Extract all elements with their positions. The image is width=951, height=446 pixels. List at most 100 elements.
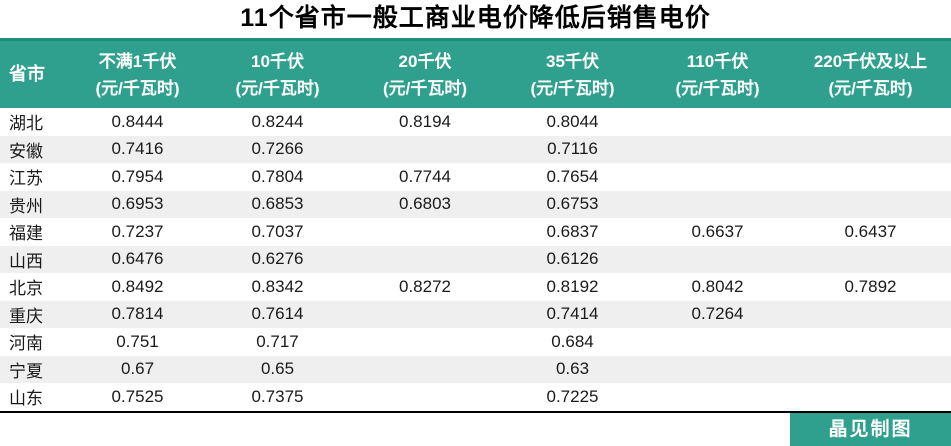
price-cell: 0.717	[256, 331, 299, 351]
column-unit: (元/千瓦时)	[675, 78, 760, 98]
price-cell: 0.67	[120, 359, 155, 379]
price-cell: 0.7414	[546, 304, 599, 324]
table-row: 宁夏 0.67 0.65 0.63	[0, 355, 951, 384]
price-cell	[790, 301, 951, 329]
province-cell: 贵州	[9, 196, 43, 216]
column-label: 不满1千伏	[98, 51, 177, 71]
price-cell: 0.8444	[111, 111, 164, 131]
province-cell: 北京	[9, 279, 43, 299]
price-cell: 0.7375	[251, 386, 304, 406]
price-cell: 0.8272	[399, 276, 451, 296]
price-cell	[645, 356, 790, 384]
province-cell: 河南	[9, 334, 43, 354]
price-cell: 0.6126	[546, 249, 599, 269]
column-unit: (元/千瓦时)	[95, 78, 180, 98]
column-header-10kv: 10千伏 (元/千瓦时)	[205, 38, 350, 108]
price-cell: 0.8192	[546, 276, 599, 296]
price-cell	[790, 383, 951, 412]
price-cell: 0.6803	[399, 194, 451, 214]
price-cell	[790, 356, 951, 384]
price-cell	[790, 163, 951, 191]
price-cell: 0.6753	[546, 194, 599, 214]
price-cell: 0.7225	[546, 386, 599, 406]
province-cell: 重庆	[9, 306, 43, 326]
price-cell	[350, 218, 500, 246]
table-row: 安徽 0.7416 0.7266 0.7116	[0, 135, 951, 164]
price-cell: 0.7525	[111, 386, 164, 406]
price-cell	[645, 383, 790, 412]
price-cell: 0.6276	[251, 249, 304, 269]
price-cell: 0.7614	[251, 304, 304, 324]
column-label: 20千伏	[398, 51, 452, 71]
column-label: 10千伏	[251, 51, 304, 71]
header-row: 省市 不满1千伏 (元/千瓦时) 10千伏 (元/千瓦时) 20千伏 (元/千瓦…	[0, 38, 951, 108]
table-row: 河南 0.751 0.717 0.684	[0, 328, 951, 356]
price-table: 省市 不满1千伏 (元/千瓦时) 10千伏 (元/千瓦时) 20千伏 (元/千瓦…	[0, 38, 951, 413]
price-cell: 0.6953	[111, 194, 164, 214]
price-cell: 0.8194	[399, 111, 451, 131]
price-cell: 0.7744	[399, 166, 451, 186]
column-label: 35千伏	[546, 51, 599, 71]
table-row: 福建 0.7237 0.7037 0.6837 0.6637 0.6437	[0, 218, 951, 246]
province-cell: 湖北	[9, 114, 43, 134]
price-cell: 0.7892	[844, 276, 897, 296]
price-cell	[790, 328, 951, 356]
price-cell	[790, 136, 951, 164]
column-label: 省市	[9, 64, 45, 84]
table-row: 湖北 0.8444 0.8244 0.8194 0.8044	[0, 108, 951, 136]
price-cell: 0.7116	[547, 139, 598, 159]
column-header-lt1kv: 不满1千伏 (元/千瓦时)	[70, 38, 205, 108]
price-cell: 0.6637	[691, 221, 744, 241]
province-cell: 福建	[9, 224, 43, 244]
price-cell: 0.7416	[111, 139, 164, 159]
price-cell	[645, 328, 790, 356]
table-header: 省市 不满1千伏 (元/千瓦时) 10千伏 (元/千瓦时) 20千伏 (元/千瓦…	[0, 38, 951, 108]
column-unit: (元/千瓦时)	[828, 78, 913, 98]
price-cell: 0.8044	[546, 111, 599, 131]
price-cell: 0.6437	[844, 221, 897, 241]
price-cell	[790, 191, 951, 219]
price-cell	[350, 136, 500, 164]
column-header-110kv: 110千伏 (元/千瓦时)	[645, 38, 790, 108]
column-unit: (元/千瓦时)	[235, 78, 320, 98]
price-cell	[645, 191, 790, 219]
price-cell: 0.8342	[251, 276, 304, 296]
price-cell: 0.7037	[251, 221, 304, 241]
price-cell: 0.7954	[111, 166, 164, 186]
page-title: 11个省市一般工商业电价降低后销售电价	[240, 4, 711, 32]
price-cell: 0.7804	[251, 166, 304, 186]
price-cell: 0.7264	[691, 304, 744, 324]
province-cell: 江苏	[9, 169, 43, 189]
column-unit: (元/千瓦时)	[382, 78, 468, 98]
price-cell	[350, 246, 500, 274]
table-row: 江苏 0.7954 0.7804 0.7744 0.7654	[0, 163, 951, 191]
column-header-20kv: 20千伏 (元/千瓦时)	[350, 38, 500, 108]
price-cell: 0.6476	[111, 249, 164, 269]
column-label: 110千伏	[686, 51, 749, 71]
price-cell	[645, 136, 790, 164]
table-row: 山西 0.6476 0.6276 0.6126	[0, 245, 951, 274]
price-cell: 0.7654	[546, 166, 599, 186]
footer: 晶见制图	[0, 412, 951, 446]
price-cell	[350, 356, 500, 384]
credit-badge: 晶见制图	[790, 412, 951, 446]
price-cell: 0.8492	[111, 276, 164, 296]
column-label: 220千伏及以上	[813, 51, 928, 71]
price-cell	[350, 383, 500, 412]
price-cell: 0.6853	[251, 194, 304, 214]
price-cell	[645, 108, 790, 136]
price-cell: 0.6837	[546, 221, 599, 241]
price-cell: 0.8244	[251, 111, 304, 131]
price-cell	[645, 163, 790, 191]
column-header-province: 省市	[0, 38, 70, 108]
price-cell: 0.63	[555, 359, 590, 379]
price-cell: 0.65	[260, 359, 295, 379]
table-body: 湖北 0.8444 0.8244 0.8194 0.8044 安徽 0.7416 0.7266…	[0, 108, 951, 412]
column-header-220kv-plus: 220千伏及以上 (元/千瓦时)	[790, 38, 951, 108]
table-row: 重庆 0.7814 0.7614 0.7414 0.7264	[0, 300, 951, 329]
column-header-35kv: 35千伏 (元/千瓦时)	[500, 38, 645, 108]
province-cell: 山东	[9, 389, 43, 409]
price-cell: 0.8042	[691, 276, 744, 296]
price-cell	[350, 328, 500, 356]
